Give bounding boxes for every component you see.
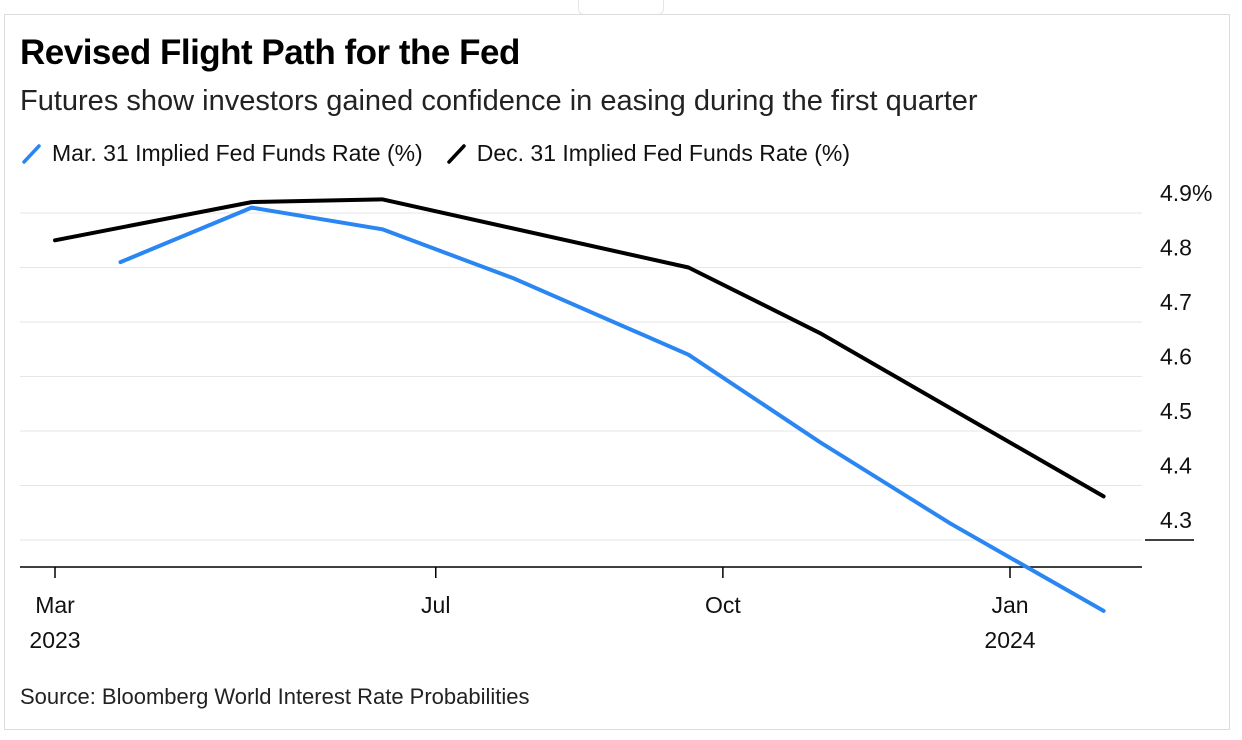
x-tick-sublabel: 2023 xyxy=(29,627,80,653)
y-tick-label: 4.7 xyxy=(1160,289,1192,315)
x-tick-sublabel: 2024 xyxy=(984,627,1035,653)
x-tick-label: Mar xyxy=(35,592,75,618)
legend-slash-icon-blue xyxy=(22,144,41,164)
y-tick-label: 4.8 xyxy=(1160,235,1192,261)
x-tick-label: Jan xyxy=(991,592,1028,618)
y-tick-label: 4.4 xyxy=(1160,453,1192,479)
y-tick-label: 4.3 xyxy=(1160,507,1192,533)
legend-item-dec31: Dec. 31 Implied Fed Funds Rate (%) xyxy=(445,140,850,167)
legend-label-dec31: Dec. 31 Implied Fed Funds Rate (%) xyxy=(476,139,850,166)
chart-subtitle: Futures show investors gained confidence… xyxy=(20,85,978,117)
legend-item-mar31: Mar. 31 Implied Fed Funds Rate (%) xyxy=(20,140,423,167)
chart-legend: Mar. 31 Implied Fed Funds Rate (%) Dec. … xyxy=(20,138,872,168)
legend-label-mar31: Mar. 31 Implied Fed Funds Rate (%) xyxy=(52,139,423,166)
chart-title: Revised Flight Path for the Fed xyxy=(20,33,520,72)
y-tick-label: 4.6 xyxy=(1160,344,1192,370)
chart-card xyxy=(4,14,1230,730)
source-note: Source: Bloomberg World Interest Rate Pr… xyxy=(20,684,530,709)
y-tick-label: 4.5 xyxy=(1160,398,1192,424)
series-line-mar31 xyxy=(118,205,1106,613)
x-tick-label: Oct xyxy=(705,592,741,618)
x-tick-label: Jul xyxy=(421,592,450,618)
series-line-dec31 xyxy=(53,197,1106,499)
legend-slash-icon-black xyxy=(446,144,466,164)
y-tick-label: 4.9% xyxy=(1160,180,1212,206)
